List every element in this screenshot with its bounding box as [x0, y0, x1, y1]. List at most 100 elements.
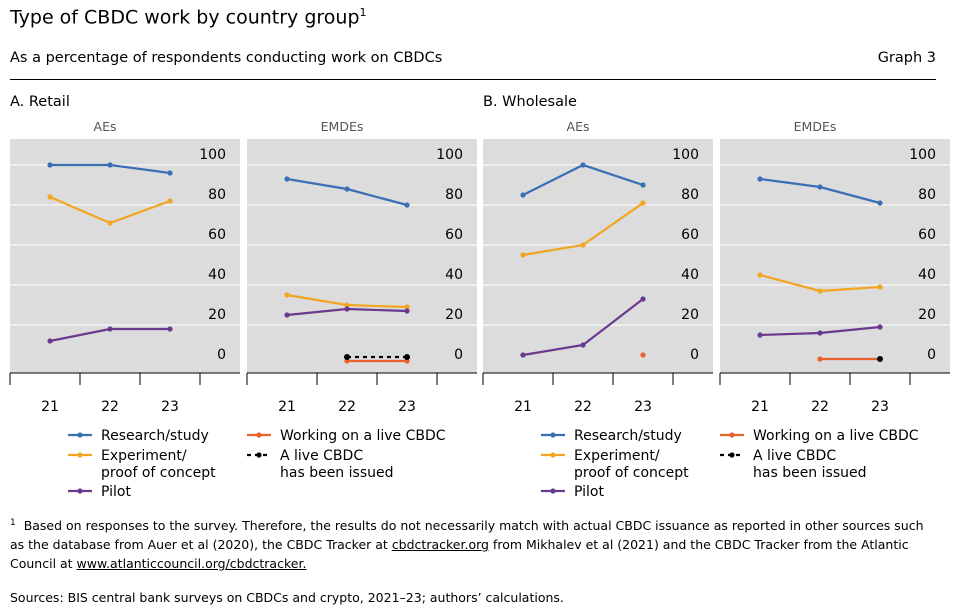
- legend-label-live: A live CBDC: [280, 448, 363, 464]
- footnote-text-2: from Mikhalev et al (2021) and the CBDC …: [10, 537, 909, 572]
- legend-pilot-marker: [77, 488, 83, 494]
- x-tick-label: 22: [101, 399, 119, 415]
- panel-title: EMDEs: [321, 119, 364, 134]
- data-point-pilot: [757, 332, 763, 338]
- x-tick-label: 23: [871, 399, 889, 415]
- y-tick-label: 40: [208, 267, 226, 283]
- data-point-experiment: [877, 284, 883, 290]
- data-point-research: [284, 176, 290, 182]
- y-tick-label: 20: [681, 307, 699, 323]
- panel-title: AEs: [94, 119, 117, 134]
- data-point-pilot: [107, 326, 113, 332]
- legend-live-marker: [256, 452, 262, 458]
- data-point-research: [580, 162, 586, 168]
- data-point-research: [344, 186, 350, 192]
- data-point-pilot: [167, 326, 173, 332]
- plot-background: [720, 139, 950, 373]
- x-tick-label: 22: [574, 399, 592, 415]
- data-point-experiment: [284, 292, 290, 298]
- legend-label-working: Working on a live CBDC: [280, 428, 446, 444]
- data-point-working: [640, 352, 646, 358]
- y-tick-label: 20: [918, 307, 936, 323]
- legend-label-pilot: Pilot: [574, 484, 604, 500]
- data-point-pilot: [404, 308, 410, 314]
- legend-label-experiment-2: proof of concept: [574, 465, 689, 481]
- data-point-experiment: [404, 304, 410, 310]
- data-point-live: [344, 354, 350, 360]
- panel-title: AEs: [567, 119, 590, 134]
- legend-label-live-2: has been issued: [280, 465, 393, 481]
- y-tick-label: 60: [918, 227, 936, 243]
- plot-background: [483, 139, 713, 373]
- y-tick-label: 100: [672, 147, 699, 163]
- data-point-experiment: [580, 242, 586, 248]
- data-point-research: [877, 200, 883, 206]
- footnote-link-cbdctracker[interactable]: cbdctracker.org: [391, 537, 489, 553]
- legend-label-live-2: has been issued: [753, 465, 866, 481]
- y-tick-label: 20: [445, 307, 463, 323]
- data-point-experiment: [344, 302, 350, 308]
- legend-label-experiment-2: proof of concept: [101, 465, 216, 481]
- data-point-experiment: [520, 252, 526, 258]
- data-point-pilot: [817, 330, 823, 336]
- legend-label-experiment: Experiment/: [574, 448, 660, 464]
- legend-research-marker: [77, 432, 83, 438]
- legend-experiment-marker: [77, 452, 83, 458]
- legend-experiment-marker: [550, 452, 556, 458]
- x-tick-label: 21: [751, 399, 769, 415]
- y-tick-label: 100: [199, 147, 226, 163]
- y-tick-label: 80: [445, 187, 463, 203]
- legend-label-working: Working on a live CBDC: [753, 428, 919, 444]
- y-tick-label: 100: [436, 147, 463, 163]
- data-point-research: [520, 192, 526, 198]
- y-tick-label: 60: [445, 227, 463, 243]
- legend-research-marker: [550, 432, 556, 438]
- legend-label-research: Research/study: [574, 428, 682, 444]
- legend-label-pilot: Pilot: [101, 484, 131, 500]
- data-point-pilot: [640, 296, 646, 302]
- graph-number: Graph 3: [877, 50, 936, 66]
- footnote-link-atlanticcouncil[interactable]: www.atlanticcouncil.org/cbdctracker.: [76, 556, 307, 572]
- y-tick-label: 20: [208, 307, 226, 323]
- data-point-pilot: [47, 338, 53, 344]
- sources-note: Sources: BIS central bank surveys on CBD…: [10, 590, 564, 605]
- data-point-experiment: [817, 288, 823, 294]
- panel-title: EMDEs: [794, 119, 837, 134]
- section-label: A. Retail: [10, 94, 70, 110]
- legend-label-experiment: Experiment/: [101, 448, 187, 464]
- data-point-experiment: [47, 194, 53, 200]
- y-tick-label: 60: [681, 227, 699, 243]
- y-tick-label: 80: [681, 187, 699, 203]
- x-tick-label: 22: [811, 399, 829, 415]
- legend-working-marker: [256, 432, 262, 438]
- data-point-research: [47, 162, 53, 168]
- data-point-research: [404, 202, 410, 208]
- y-tick-label: 0: [927, 347, 936, 363]
- x-tick-label: 23: [161, 399, 179, 415]
- data-point-research: [167, 170, 173, 176]
- data-point-pilot: [520, 352, 526, 358]
- y-tick-label: 0: [217, 347, 226, 363]
- chart-area: A. Retail AEs 0 20 40 60 80 100 21 22 23 EMDEs 0 20 40…: [9, 94, 950, 500]
- x-tick-label: 23: [634, 399, 652, 415]
- chart-title-note: 1: [359, 6, 367, 19]
- data-point-pilot: [284, 312, 290, 318]
- data-point-pilot: [877, 324, 883, 330]
- y-tick-label: 0: [690, 347, 699, 363]
- data-point-pilot: [580, 342, 586, 348]
- data-point-working: [817, 356, 823, 362]
- chart-title: Type of CBDC work by country group1: [10, 6, 367, 28]
- chart-subtitle: As a percentage of respondents conductin…: [10, 50, 443, 66]
- data-point-live: [877, 356, 883, 362]
- y-tick-label: 0: [454, 347, 463, 363]
- data-point-pilot: [344, 306, 350, 312]
- data-point-experiment: [757, 272, 763, 278]
- plot-background: [247, 139, 477, 373]
- y-tick-label: 40: [681, 267, 699, 283]
- data-point-experiment: [640, 200, 646, 206]
- legend-live-marker: [729, 452, 735, 458]
- data-point-research: [640, 182, 646, 188]
- x-tick-label: 21: [278, 399, 296, 415]
- x-tick-label: 21: [41, 399, 59, 415]
- data-point-research: [817, 184, 823, 190]
